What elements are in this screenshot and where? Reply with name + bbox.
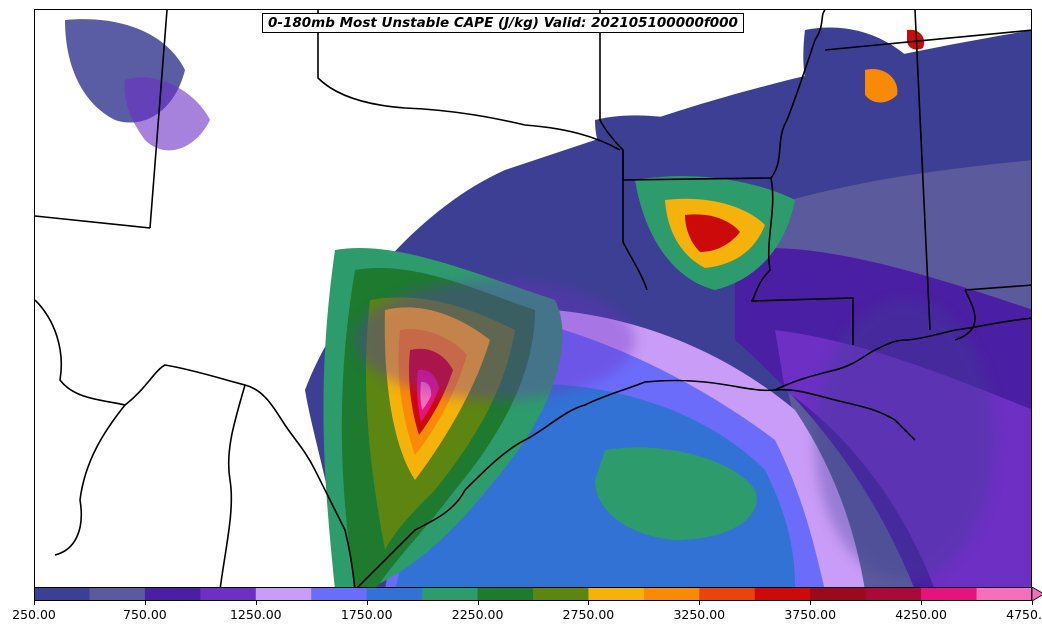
colorbar-segment xyxy=(533,587,589,601)
colorbar-segment xyxy=(144,587,201,601)
colorbar-segment xyxy=(34,587,90,601)
colorbar-ticks: 250.00 750.00 1250.00 1750.00 2250.00 2750.00… xyxy=(0,601,1042,631)
colorbar-tick-label: 3750.00 xyxy=(784,607,837,622)
borders xyxy=(35,10,1031,588)
map-panel xyxy=(34,9,1032,589)
colorbar-tick-mark xyxy=(144,601,146,605)
colorbar-segment xyxy=(699,587,756,601)
cape-patch-red-river xyxy=(595,115,795,196)
colorbar-segment xyxy=(921,587,978,601)
tn-border xyxy=(824,29,1031,51)
colorbar-segment xyxy=(311,587,368,601)
colorbar-tick-label: 2250.00 xyxy=(451,607,504,622)
colorbar-tick-mark xyxy=(477,601,479,605)
colorbar-segment xyxy=(865,587,922,601)
colorbar-tick-label: 250.00 xyxy=(12,607,56,622)
colorbar-segment xyxy=(976,587,1033,601)
la-ms-border xyxy=(750,297,854,345)
fl-panhandle xyxy=(954,289,976,341)
cape-patch-nw2 xyxy=(124,77,210,151)
colorbar-extend-arrow xyxy=(1031,587,1042,601)
colorbar-tick-mark xyxy=(921,601,923,605)
colorbar-tick-label: 1750.00 xyxy=(340,607,393,622)
colorbar-segment xyxy=(255,587,312,601)
colorbar xyxy=(34,587,1042,601)
cape-region-2000 xyxy=(595,447,757,540)
colorbar-tick-label: 750.00 xyxy=(123,607,167,622)
tx-coast xyxy=(355,379,916,588)
colorbar-tick-label: 4750.00 xyxy=(1006,607,1042,622)
colorbar-segment xyxy=(200,587,257,601)
tx-panhandle-top xyxy=(317,10,621,151)
ar-la-tx-border xyxy=(622,150,648,291)
cape-patch-ms-red xyxy=(907,29,925,50)
nm-co-border xyxy=(149,10,168,229)
colorbar-segment xyxy=(754,587,811,601)
colorbar-segment xyxy=(643,587,700,601)
colorbar-segment xyxy=(477,587,534,601)
mexico-state-border xyxy=(54,404,126,556)
mexico-state-border2 xyxy=(219,384,246,588)
nm-tx-border-east xyxy=(35,215,151,229)
ok-ar-border xyxy=(599,10,624,180)
cape-patch-ark-red xyxy=(685,214,740,252)
ms-river-south xyxy=(750,177,774,302)
colorbar-segment xyxy=(366,587,423,601)
ms-river xyxy=(770,10,826,179)
rio-grande xyxy=(35,299,356,588)
colorbar-tick-label: 4250.00 xyxy=(895,607,947,622)
map-title: 0-180mb Most Unstable CAPE (J/kg) Valid:… xyxy=(262,13,744,33)
colorbar-tick-mark xyxy=(588,601,590,605)
colorbar-segment xyxy=(422,587,479,601)
cape-map xyxy=(35,10,1031,588)
colorbar-tick-mark xyxy=(255,601,257,605)
colorbar-outline xyxy=(34,587,1032,601)
colorbar-tick-label: 2750.00 xyxy=(562,607,615,622)
colorbar-tick-mark xyxy=(1032,601,1033,605)
ms-al-border xyxy=(914,10,931,331)
colorbar-tick-mark xyxy=(699,601,701,605)
cape-field xyxy=(65,19,1031,588)
colorbar-tick-mark xyxy=(34,601,35,605)
cape-patch-ms-core xyxy=(865,69,898,103)
colorbar-segment xyxy=(588,587,645,601)
colorbar-tick-label: 1250.00 xyxy=(229,607,282,622)
colorbar-tick-label: 3250.00 xyxy=(673,607,726,622)
colorbar-segment xyxy=(810,587,867,601)
colorbar-tick-mark xyxy=(810,601,812,605)
al-fl-border xyxy=(964,284,1031,291)
la-coast xyxy=(774,317,1031,391)
colorbar-tick-mark xyxy=(366,601,368,605)
colorbar-segment xyxy=(89,587,146,601)
ar-la-border xyxy=(622,177,772,181)
